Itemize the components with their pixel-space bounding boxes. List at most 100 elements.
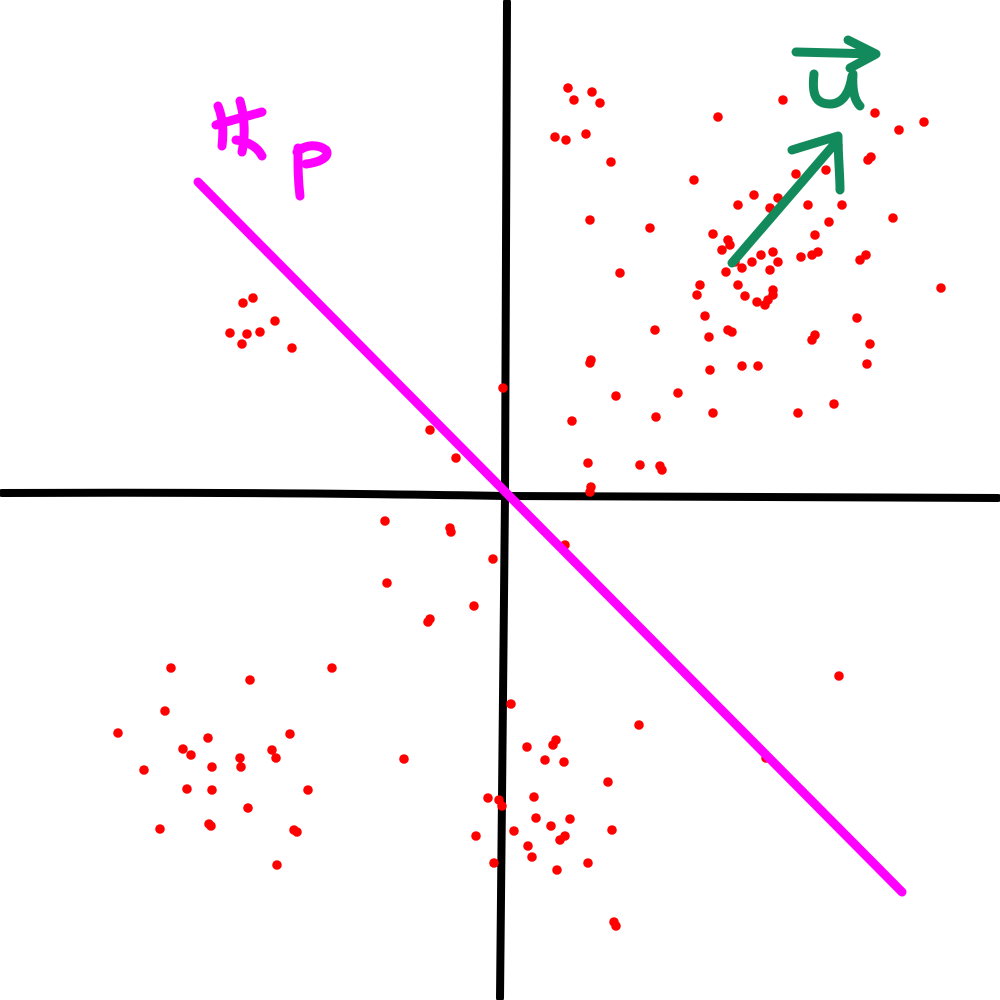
- hyperplane-label-glyph-p: [292, 141, 332, 201]
- data-point: [498, 383, 508, 393]
- data-point: [583, 858, 593, 868]
- data-point: [206, 821, 216, 831]
- data-point: [708, 408, 718, 418]
- data-point: [634, 720, 644, 730]
- data-point: [749, 190, 759, 200]
- data-point: [773, 257, 783, 267]
- data-point: [471, 831, 481, 841]
- data-point: [813, 247, 823, 257]
- data-point: [852, 313, 862, 323]
- data-point: [287, 343, 297, 353]
- data-point: [870, 108, 880, 118]
- data-point: [527, 852, 537, 862]
- data-point: [225, 328, 235, 338]
- data-point: [546, 821, 556, 831]
- data-point: [113, 728, 123, 738]
- data-point: [778, 95, 788, 105]
- data-point: [606, 157, 616, 167]
- data-point: [603, 777, 613, 787]
- data-point: [565, 814, 575, 824]
- data-point: [285, 729, 295, 739]
- data-point: [523, 841, 533, 851]
- data-point: [695, 280, 705, 290]
- data-point: [651, 412, 661, 422]
- data-point: [531, 813, 541, 823]
- data-point: [483, 793, 493, 803]
- data-point: [862, 359, 872, 369]
- data-point: [863, 155, 873, 165]
- data-point: [563, 83, 573, 93]
- data-point: [936, 283, 946, 293]
- data-point: [587, 87, 597, 97]
- data-point: [733, 280, 743, 290]
- data-point: [919, 117, 929, 127]
- data-point: [585, 215, 595, 225]
- data-point: [292, 827, 302, 837]
- data-point: [243, 803, 253, 813]
- data-point: [552, 865, 562, 875]
- data-point: [721, 267, 731, 277]
- data-point: [689, 175, 699, 185]
- data-point: [399, 754, 409, 764]
- data-point: [178, 744, 188, 754]
- data-point: [380, 516, 390, 526]
- data-point: [837, 200, 847, 210]
- data-point: [635, 460, 645, 470]
- data-point: [821, 165, 831, 175]
- data-point: [303, 785, 313, 795]
- data-point: [489, 858, 499, 868]
- data-point: [793, 408, 803, 418]
- data-point: [522, 742, 532, 752]
- data-point: [583, 458, 593, 468]
- data-point: [270, 316, 280, 326]
- data-point: [894, 125, 904, 135]
- data-point: [752, 297, 762, 307]
- data-point: [765, 265, 775, 275]
- data-point: [497, 801, 507, 811]
- data-point: [796, 252, 806, 262]
- data-point: [611, 391, 621, 401]
- data-point: [829, 399, 839, 409]
- data-point: [555, 835, 565, 845]
- data-point: [727, 327, 737, 337]
- data-point: [760, 300, 770, 310]
- data-point: [581, 129, 591, 139]
- data-point: [238, 298, 248, 308]
- data-point: [753, 361, 763, 371]
- data-point: [540, 755, 550, 765]
- vector-u-label-glyph: [808, 69, 865, 111]
- data-point: [272, 860, 282, 870]
- data-point: [469, 601, 479, 611]
- data-point: [235, 753, 245, 763]
- hyperplane-label: Hp: [211, 96, 332, 201]
- data-point: [737, 263, 747, 273]
- data-points: [113, 83, 946, 931]
- vector-u: u: [727, 35, 881, 268]
- data-point: [506, 699, 516, 709]
- data-point: [255, 327, 265, 337]
- data-point: [166, 663, 176, 673]
- data-point: [236, 762, 246, 772]
- data-point: [586, 355, 596, 365]
- data-point: [611, 921, 621, 931]
- data-point: [207, 762, 217, 772]
- data-point: [673, 388, 683, 398]
- data-point: [451, 453, 461, 463]
- data-point: [607, 825, 617, 835]
- data-point: [425, 425, 435, 435]
- data-point: [768, 290, 778, 300]
- data-point: [529, 792, 539, 802]
- data-point: [768, 247, 778, 257]
- data-point: [446, 527, 456, 537]
- data-point: [824, 217, 834, 227]
- data-point: [733, 200, 743, 210]
- vector-u-label-text: u: [830, 89, 831, 91]
- data-point: [791, 169, 801, 179]
- data-point: [139, 765, 149, 775]
- data-point: [803, 200, 813, 210]
- hyperplane-line: [193, 177, 907, 897]
- data-point: [740, 291, 750, 301]
- data-point: [567, 416, 577, 426]
